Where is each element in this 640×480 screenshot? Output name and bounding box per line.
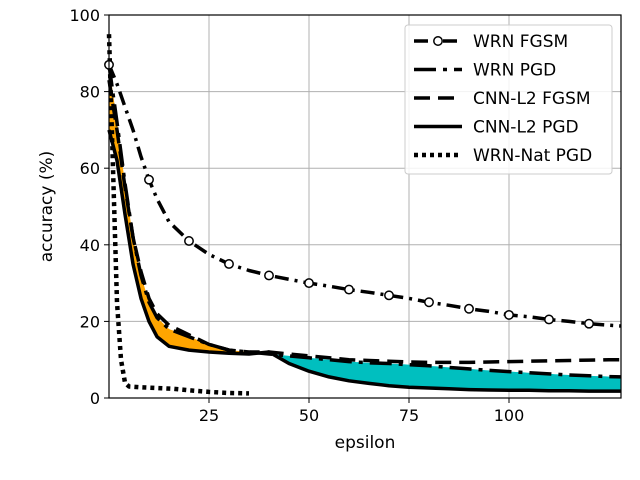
series-marker [504,309,514,320]
legend-entry: WRN-Nat PGD [414,146,592,166]
legend-entry: CNN-L2 FGSM [414,89,591,109]
series-marker [344,284,354,295]
plot-frame [108,14,622,399]
x-tick-label: 75 [399,406,419,425]
legend-entry: WRN PGD [414,61,556,81]
y-axis-label: accuracy (%) [37,151,57,263]
series-line [107,129,621,393]
series-line [106,34,250,396]
y-tick-label: 80 [80,83,100,102]
x-tick-label: 100 [494,406,525,425]
y-tick-label: 0 [90,389,100,408]
series-marker [544,314,554,325]
series-marker [144,174,154,185]
y-tick-label: 100 [69,6,100,25]
axis-ticks: 25 50 75 100 0 20 40 60 80 100 [69,6,524,425]
series-marker [464,303,474,314]
series-line [107,64,622,379]
series-marker [224,259,234,269]
x-tick-label: 25 [199,406,219,425]
series-marker [424,297,434,308]
legend-marker [433,36,443,46]
fill-area [109,64,261,354]
legend-label: WRN FGSM [473,32,568,52]
legend-entry: CNN-L2 PGD [414,118,579,138]
y-tick-label: 40 [80,236,100,255]
legend-items: WRN FGSM WRN PGD CNN-L2 FGSM CNN-L2 PGD WRN-… [414,32,592,166]
x-tick-label: 50 [299,406,319,425]
legend-label: WRN-Nat PGD [473,146,592,166]
series-marker [184,236,194,246]
legend-label: CNN-L2 PGD [473,118,579,138]
y-tick-label: 20 [80,312,100,331]
y-tick-label: 60 [80,159,100,178]
legend-label: WRN PGD [473,61,556,81]
legend-label: CNN-L2 FGSM [473,89,591,109]
series-marker [384,290,394,301]
series-marker [584,318,594,329]
legend-box [404,24,613,175]
series-line [107,79,621,365]
legend: WRN FGSM WRN PGD CNN-L2 FGSM CNN-L2 PGD WRN-… [404,24,613,175]
series-marker [264,270,274,281]
x-axis-label: epsilon [335,433,396,453]
legend-entry: WRN FGSM [414,32,568,52]
series-marker [304,278,314,289]
